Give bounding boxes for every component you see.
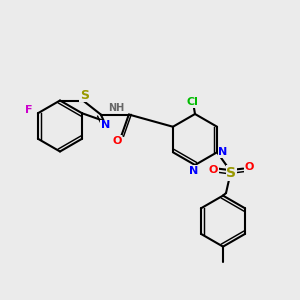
- Text: N: N: [218, 147, 228, 157]
- Text: Cl: Cl: [186, 97, 198, 107]
- Text: O: O: [208, 165, 218, 175]
- Text: N: N: [189, 166, 198, 176]
- Text: S: S: [80, 88, 89, 102]
- Text: O: O: [244, 162, 254, 172]
- Text: S: S: [226, 166, 236, 180]
- Text: NH: NH: [108, 103, 124, 113]
- Text: O: O: [112, 136, 122, 146]
- Text: F: F: [25, 105, 33, 115]
- Text: N: N: [100, 120, 110, 130]
